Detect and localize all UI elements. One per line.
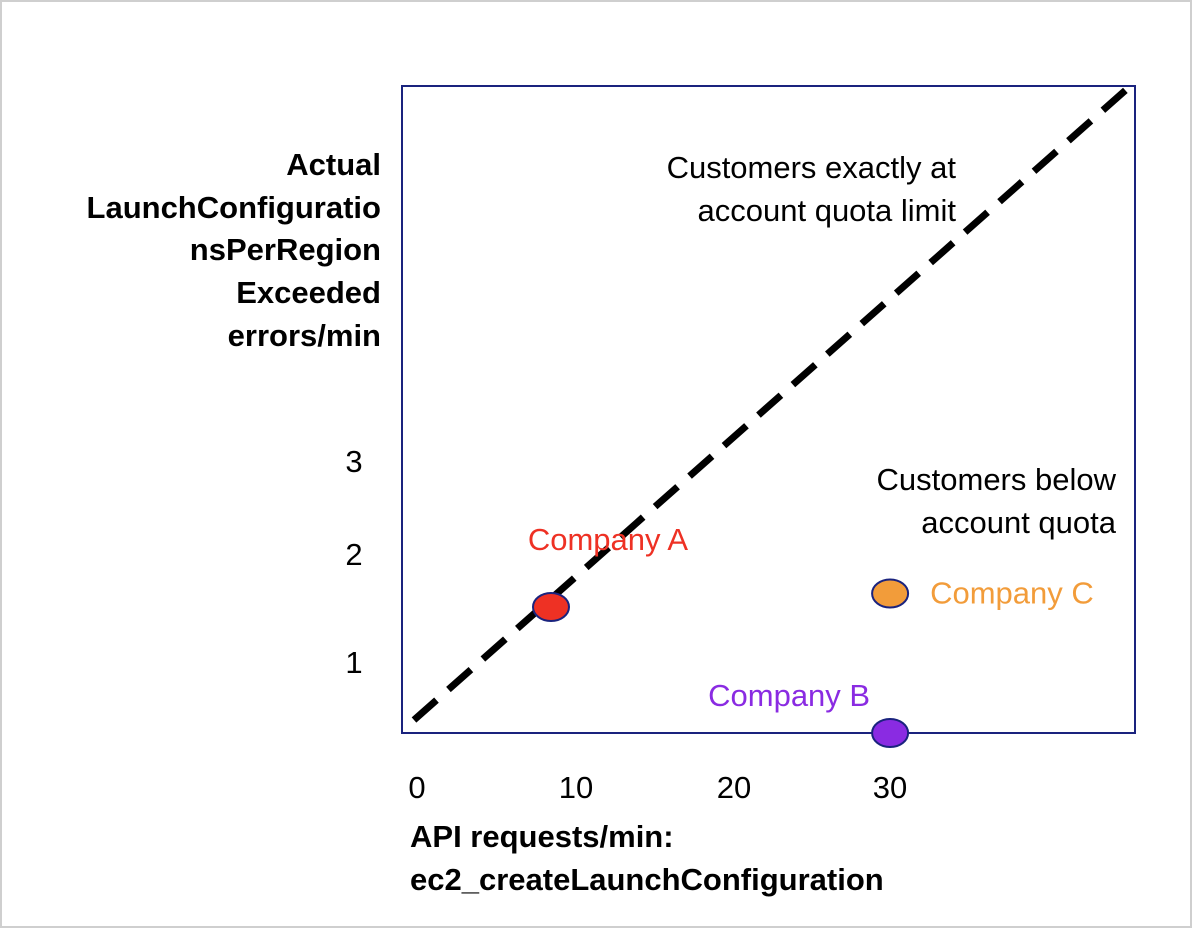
quota-limit-line bbox=[411, 85, 1131, 723]
x-axis-label-line: ec2_createLaunchConfiguration bbox=[410, 862, 884, 897]
x-tick-label: 30 bbox=[873, 770, 907, 805]
data-points: Company A Company B Company C bbox=[528, 522, 1094, 748]
y-axis-label-line: errors/min bbox=[228, 318, 381, 353]
y-axis-label-line: LaunchConfiguratio bbox=[87, 190, 381, 225]
annotation-below-quota: Customers below account quota bbox=[877, 462, 1117, 540]
annotation-line: account quota limit bbox=[698, 193, 957, 228]
annotation-quota-limit: Customers exactly at account quota limit bbox=[667, 150, 957, 228]
y-axis-label-line: Actual bbox=[286, 147, 381, 182]
annotation-line: Customers exactly at bbox=[667, 150, 957, 185]
data-point bbox=[532, 592, 570, 622]
x-tick-label: 10 bbox=[559, 770, 593, 805]
x-axis-label: API requests/min: ec2_createLaunchConfig… bbox=[410, 819, 884, 897]
x-ticks: 0 10 20 30 bbox=[408, 770, 907, 805]
data-point-label: Company A bbox=[528, 522, 689, 557]
annotation-line: Customers below bbox=[877, 462, 1117, 497]
y-tick-label: 3 bbox=[345, 444, 362, 479]
data-point-label: Company C bbox=[930, 576, 1094, 611]
y-axis-label-line: nsPerRegion bbox=[190, 232, 381, 267]
annotation-line: account quota bbox=[921, 505, 1117, 540]
y-axis-label-line: Exceeded bbox=[236, 275, 381, 310]
plot-area bbox=[401, 85, 1136, 734]
y-tick-label: 1 bbox=[345, 645, 362, 680]
data-point-label: Company B bbox=[708, 678, 870, 713]
data-point bbox=[871, 718, 910, 748]
x-tick-label: 0 bbox=[408, 770, 425, 805]
y-axis-label: Actual LaunchConfiguratio nsPerRegion Ex… bbox=[87, 147, 381, 353]
y-ticks: 1 2 3 bbox=[345, 444, 362, 680]
x-tick-label: 20 bbox=[717, 770, 751, 805]
x-axis-label-line: API requests/min: bbox=[410, 819, 674, 854]
data-point bbox=[871, 578, 910, 609]
y-tick-label: 2 bbox=[345, 537, 362, 572]
